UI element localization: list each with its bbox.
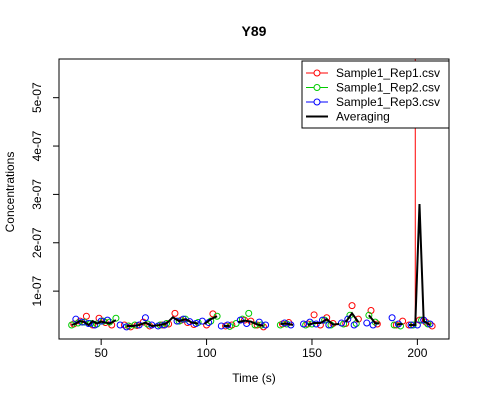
legend-label: Sample1_Rep2.csv: [336, 81, 440, 95]
legend-marker: [313, 84, 321, 91]
series-sample1-rep3-csv: [72, 314, 434, 331]
data-point: [424, 320, 432, 328]
averaging-line: [408, 204, 431, 326]
data-point: [300, 320, 308, 328]
series-averaging-segment-8: [237, 319, 264, 327]
x-tick-label: 100: [197, 346, 217, 360]
data-point: [259, 323, 267, 331]
series-averaging-segment-11: [344, 311, 360, 323]
y-tick-label: 1e-07: [30, 275, 44, 306]
legend-label: Sample1_Rep3.csv: [336, 95, 440, 109]
series-layer: [68, 59, 436, 331]
data-point: [144, 320, 152, 328]
averaging-line: [368, 314, 380, 325]
data-point: [186, 318, 194, 326]
chart-title: Y89: [242, 23, 267, 39]
y-axis: 1e-07 2e-07 3e-07 4e-07 5e-07: [30, 82, 59, 306]
averaging-line: [159, 315, 199, 326]
data-point: [171, 309, 179, 317]
series-averaging-segment-10: [307, 317, 340, 326]
series-averaging-segment-4: [126, 321, 161, 327]
averaging-line: [203, 315, 218, 325]
series-averaging-segment-14: [408, 204, 431, 326]
legend: Sample1_Rep1.csvSample1_Rep2.csvSample1_…: [301, 60, 450, 129]
data-point: [422, 318, 430, 326]
data-point: [245, 309, 253, 317]
data-point: [310, 311, 318, 319]
x-axis: 50 100 150 200: [94, 339, 428, 360]
x-axis-label: Time (s): [232, 371, 276, 385]
data-point: [397, 322, 405, 330]
data-point: [428, 322, 436, 330]
averaging-line: [344, 311, 360, 323]
y-tick-label: 2e-07: [30, 227, 44, 258]
legend-marker: [313, 69, 321, 77]
data-point: [232, 320, 240, 328]
legend-item: Sample1_Rep3.csv: [306, 95, 440, 109]
averaging-line: [280, 322, 294, 326]
data-point: [388, 314, 396, 322]
legend-item: Sample1_Rep1.csv: [306, 66, 440, 80]
y-tick-label: 5e-07: [30, 82, 44, 113]
data-point: [72, 315, 80, 323]
series-averaging-segment-5: [159, 315, 199, 326]
series-averaging-segment-12: [368, 314, 380, 325]
y-tick-label: 3e-07: [30, 179, 44, 210]
series-averaging-segment-6: [203, 315, 218, 325]
averaging-line: [71, 319, 117, 327]
averaging-line: [237, 319, 264, 327]
data-point: [337, 319, 345, 327]
averaging-line: [307, 317, 340, 326]
data-point: [217, 322, 225, 330]
y-tick-label: 4e-07: [30, 130, 44, 161]
x-tick-label: 200: [407, 346, 427, 360]
data-point: [363, 319, 371, 327]
data-point: [373, 320, 381, 328]
y-axis-label: Concentrations: [3, 152, 17, 233]
data-point: [365, 311, 373, 319]
legend-marker: [313, 98, 321, 106]
data-point: [82, 312, 90, 320]
series-averaging-segment-9: [280, 322, 294, 326]
x-tick-label: 50: [94, 346, 108, 360]
legend-item: Sample1_Rep2.csv: [306, 81, 440, 95]
legend-item: Averaging: [306, 110, 390, 124]
legend-label: Sample1_Rep1.csv: [336, 66, 440, 80]
plot-frame: [58, 58, 450, 340]
x-tick-label: 150: [302, 346, 322, 360]
data-point: [350, 321, 358, 329]
data-point: [213, 312, 221, 320]
data-point: [287, 321, 295, 329]
data-point: [344, 315, 352, 323]
data-point: [348, 302, 356, 310]
legend-label: Averaging: [336, 110, 390, 124]
plot-area: [68, 59, 436, 331]
series-averaging: [71, 319, 117, 327]
data-point: [141, 314, 149, 322]
data-point: [198, 317, 206, 325]
averaging-line: [126, 321, 161, 327]
data-point: [116, 321, 124, 329]
